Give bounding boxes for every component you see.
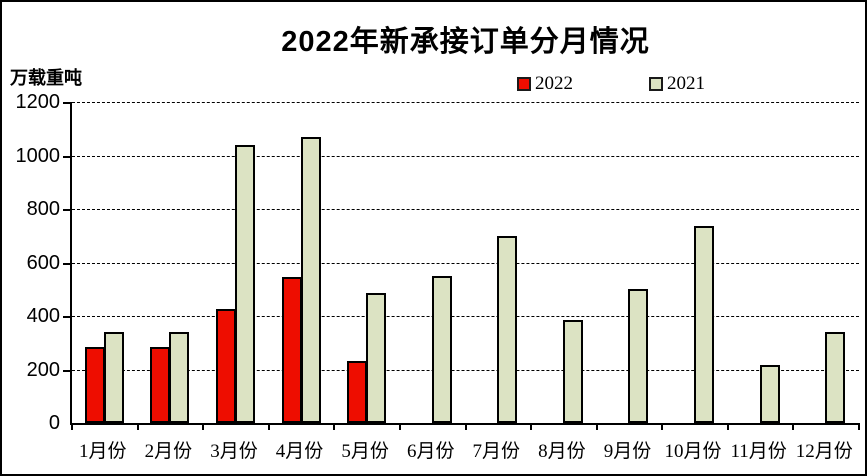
x-axis-label-3月份: 3月份 — [210, 441, 258, 462]
x-axis-label-10月份: 10月份 — [664, 441, 722, 462]
x-tick-6 — [464, 423, 467, 430]
plot-area — [63, 102, 860, 430]
y-axis-label-400: 400 — [26, 305, 60, 327]
bar-2022-1月份 — [84, 347, 105, 423]
legend-swatch-2021-icon — [649, 77, 663, 91]
x-axis: 1月份 2月份 3月份 4月份 5月份 6月份 7月份 8月份 9月份 10月份 11月份 12月份 — [70, 436, 857, 464]
bar-2022-3月份 — [215, 309, 236, 423]
x-axis-label-2月份: 2月份 — [144, 441, 193, 462]
bar-2021-2月份 — [169, 332, 190, 423]
bar-2021-4月份 — [300, 137, 321, 423]
x-tick-3 — [267, 423, 270, 430]
chart-title: 2022年新承接订单分月情况 — [281, 26, 650, 58]
x-axis-label-7月份: 7月份 — [472, 441, 521, 462]
legend-item-2021: 2021 — [649, 73, 705, 95]
y-tick-200 — [63, 369, 70, 372]
y-axis-unit-label: 万载重吨 — [10, 68, 82, 88]
y-axis-label-600: 600 — [26, 251, 60, 274]
gridline-600 — [72, 262, 859, 264]
bar-2022-5月份 — [347, 361, 368, 423]
bar-2021-10月份 — [694, 226, 715, 423]
x-axis-label-6月份: 6月份 — [406, 441, 455, 462]
y-axis-label-800: 800 — [26, 198, 60, 220]
y-tick-1200 — [63, 102, 70, 104]
x-axis-label-8月份: 8月份 — [538, 441, 586, 462]
y-tick-600 — [63, 262, 70, 265]
bar-2021-9月份 — [628, 289, 649, 423]
legend-label-2021: 2021 — [667, 73, 705, 94]
x-axis-label-5月份: 5月份 — [341, 441, 389, 462]
x-axis-label-9月份: 9月份 — [603, 441, 652, 462]
y-tick-800 — [63, 209, 70, 211]
y-tick-1000 — [63, 155, 70, 158]
y-axis-label-1200: 1200 — [15, 91, 61, 113]
x-tick-11 — [792, 423, 795, 430]
y-axis-label-1000: 1000 — [15, 144, 61, 167]
x-tick-10 — [726, 423, 729, 430]
y-axis-label-200: 200 — [26, 358, 60, 381]
gridline-200 — [72, 369, 859, 371]
bar-2021-6月份 — [431, 276, 452, 423]
bar-2021-1月份 — [103, 332, 124, 423]
gridline-1000 — [72, 155, 859, 157]
bar-2021-12月份 — [825, 332, 846, 423]
bar-2021-5月份 — [366, 293, 387, 423]
x-tick-4 — [333, 423, 336, 430]
y-axis: 0 200 400 600 800 1000 1200 — [2, 91, 61, 434]
x-tick-12 — [858, 423, 860, 430]
bar-2021-11月份 — [759, 365, 780, 423]
x-tick-7 — [530, 423, 533, 430]
bar-2022-2月份 — [150, 347, 171, 423]
bar-2021-8月份 — [562, 320, 583, 423]
x-axis-label-4月份: 4月份 — [275, 441, 324, 462]
x-tick-5 — [398, 423, 401, 430]
x-axis-label-11月份: 11月份 — [730, 441, 787, 462]
x-tick-8 — [595, 423, 598, 430]
gridline-1200 — [72, 102, 859, 103]
x-tick-2 — [202, 423, 205, 430]
bar-2022-4月份 — [281, 277, 302, 423]
bar-2021-7月份 — [497, 236, 518, 423]
legend-label-2022: 2022 — [535, 73, 573, 94]
gridline-800 — [72, 209, 859, 210]
x-axis-label-1月份: 1月份 — [79, 441, 127, 462]
x-axis-label-12月份: 12月份 — [795, 441, 853, 462]
x-tick-1 — [136, 423, 139, 430]
gridline-400 — [72, 316, 859, 317]
y-axis-label-0: 0 — [48, 412, 60, 434]
x-tick-9 — [661, 423, 664, 430]
bar-2021-3月份 — [234, 145, 255, 423]
legend-item-2022: 2022 — [517, 73, 573, 95]
y-tick-400 — [63, 316, 70, 318]
legend-swatch-2022-icon — [517, 77, 531, 91]
x-tick-0 — [71, 423, 73, 430]
